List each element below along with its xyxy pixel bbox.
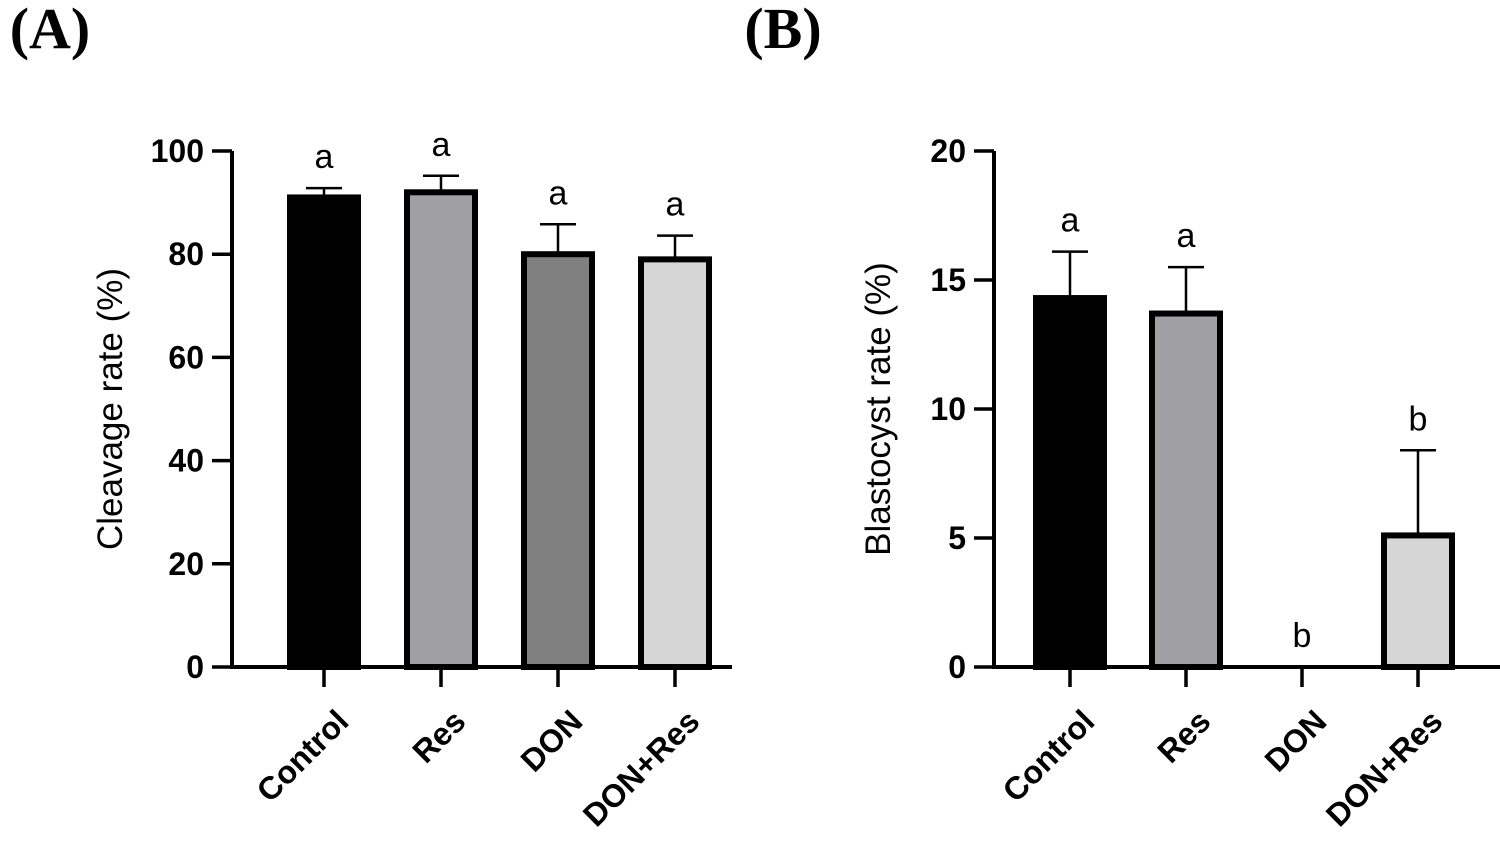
y-tick-label: 40 <box>168 443 204 479</box>
bar-control <box>1033 295 1107 670</box>
significance-label: a <box>432 126 451 164</box>
bar-don <box>521 251 595 670</box>
chart-panel-b: (B) Blastocyst rate (%) a Control a Res b DON b D… <box>744 0 1500 833</box>
bar-don-res <box>638 256 712 670</box>
y-tick-label: 80 <box>168 236 204 272</box>
significance-label: a <box>1061 202 1080 240</box>
x-tick-label: DON <box>1258 703 1334 779</box>
significance-label: a <box>666 186 685 224</box>
x-tick-label: Control <box>249 703 355 809</box>
chart-panel-a: (A) Cleavage rate (%) a Control a Res a DON a DON… <box>10 0 732 833</box>
x-tick-label: DON+Res <box>576 703 706 833</box>
significance-label: a <box>315 138 334 176</box>
y-tick-label: 0 <box>948 649 966 685</box>
y-tick-label: 20 <box>930 133 966 169</box>
x-tick-label: DON <box>514 703 590 779</box>
panel-label: (A) <box>10 0 91 61</box>
bar-res <box>1149 310 1223 670</box>
y-tick-label: 0 <box>186 649 204 685</box>
y-axis-title: Blastocyst rate (%) <box>859 262 898 556</box>
y-tick-label: 15 <box>930 262 966 298</box>
significance-label: a <box>1177 217 1196 255</box>
y-tick-label: 20 <box>168 546 204 582</box>
significance-label: b <box>1409 400 1428 438</box>
bar-control <box>287 194 361 670</box>
y-axis-title: Cleavage rate (%) <box>91 268 130 550</box>
bar-res <box>404 189 478 670</box>
y-tick-label: 100 <box>151 133 204 169</box>
significance-label: b <box>1293 617 1312 655</box>
significance-label: a <box>549 174 568 212</box>
bar-don-res <box>1381 532 1455 670</box>
y-tick-label: 5 <box>948 520 966 556</box>
y-tick-label: 10 <box>930 391 966 427</box>
panel-label: (B) <box>744 0 821 61</box>
y-tick-label: 60 <box>168 339 204 375</box>
x-tick-label: DON+Res <box>1319 703 1449 833</box>
x-tick-label: Control <box>995 703 1101 809</box>
x-tick-label: Res <box>405 703 472 770</box>
x-tick-label: Res <box>1150 703 1217 770</box>
